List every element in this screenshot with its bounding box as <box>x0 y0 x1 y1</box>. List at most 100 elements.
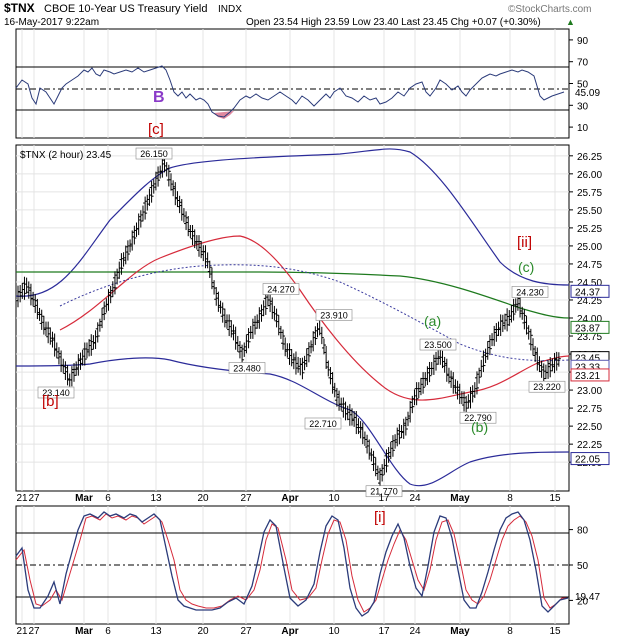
price-annotations: 26.150 24.270 23.910 23.480 23.140 22.710 21.7… <box>37 147 566 498</box>
stoch-axis-labels: 80 50 20 <box>569 526 589 607</box>
x-axis-label: 21 <box>16 626 28 637</box>
price-axis-label: 22.75 <box>577 404 602 415</box>
x-axis-label: 24 <box>409 626 421 637</box>
stoch-fast-line <box>15 511 569 617</box>
price-axis-label: 23.00 <box>577 386 602 397</box>
x-axis-label: May <box>450 626 470 637</box>
x-axis-label: Mar <box>75 626 93 637</box>
price-annotation-box <box>304 417 342 430</box>
chart-title: $TNX <box>4 1 35 15</box>
rsi-panel-frame <box>15 28 570 139</box>
stoch-axis-label: 50 <box>577 561 589 572</box>
chart-quote: Open 23.54 High 23.59 Low 23.40 Last 23.… <box>246 17 541 28</box>
price-right-label: 23.45 <box>575 354 600 365</box>
x-axis-label: 20 <box>197 626 209 637</box>
price-right-label: 24.37 <box>575 287 600 298</box>
x-axis-label: 13 <box>150 626 162 637</box>
x-axis-label: 21 <box>16 493 28 504</box>
bollinger-lower-band <box>15 357 570 487</box>
wave-label-c-major: [c] <box>148 121 164 138</box>
chart-datetime: 16-May-2017 9:22am <box>4 17 99 28</box>
price-annotation-label: 23.910 <box>320 310 348 320</box>
price-annotation-label: 23.220 <box>533 382 561 392</box>
bollinger-upper-band <box>15 148 570 297</box>
stoch-last-value: 19.47 <box>575 592 600 603</box>
stochastic-panel: 80 50 20 19.47 [i] <box>15 505 600 625</box>
price-panel: $TNX (2 hour) 23.45 26.150 24.270 23.910 23… <box>15 144 610 498</box>
price-annotation-box <box>135 147 173 160</box>
price-annotation-label: 22.710 <box>309 419 337 429</box>
price-annotation-box <box>459 411 497 424</box>
price-annotation-label: 22.790 <box>464 413 492 423</box>
wave-label-b-bracket: [b] <box>42 393 59 410</box>
price-axis-label: 25.75 <box>577 188 602 199</box>
rsi-panel: 90 70 50 30 10 45.09 B [c] <box>15 28 600 139</box>
price-axis-label: 26.00 <box>577 170 602 181</box>
rsi-line <box>15 65 565 118</box>
price-right-label-box <box>570 284 610 298</box>
x-axis-label: 15 <box>549 626 561 637</box>
price-axis-label: 26.25 <box>577 152 602 163</box>
price-annotation-label: 23.140 <box>42 388 70 398</box>
x-axis-label: 13 <box>150 493 162 504</box>
price-axis-labels: 26.25 26.00 25.75 25.50 25.25 25.00 24.75 24.50… <box>569 152 602 469</box>
price-axis-label: 24.75 <box>577 260 602 271</box>
x-axis-label: 15 <box>549 493 561 504</box>
x-axis-label: Mar <box>75 493 93 504</box>
price-axis-label: 24.00 <box>577 314 602 325</box>
x-axis-label: Apr <box>281 493 298 504</box>
wave-label-ii: [ii] <box>517 234 532 251</box>
price-right-label: 23.33 <box>575 362 600 373</box>
x-axis-label: 24 <box>409 493 421 504</box>
wave-label-b-major: B <box>153 89 165 106</box>
wave-label-a-minor: (a) <box>424 313 441 329</box>
x-axis-label: 6 <box>105 493 111 504</box>
price-right-label: 23.21 <box>575 371 600 382</box>
price-axis-label: 24.50 <box>577 278 602 289</box>
price-axis-label: 25.25 <box>577 224 602 235</box>
price-right-label-box <box>570 320 610 334</box>
stoch-axis-label: 20 <box>577 596 589 607</box>
price-annotation-box <box>37 386 75 399</box>
rsi-axis-label: 50 <box>577 80 589 91</box>
x-axis-label: 20 <box>197 493 209 504</box>
price-annotation-box <box>365 485 403 498</box>
price-right-label-box <box>570 368 610 382</box>
x-axis-label: May <box>450 493 470 504</box>
rsi-axis-label: 30 <box>577 101 589 112</box>
price-annotation-label: 21.770 <box>370 487 398 497</box>
price-axis-label: 22.25 <box>577 440 602 451</box>
wave-label-c-minor: (c) <box>518 259 534 275</box>
price-axis-label: 24.25 <box>577 296 602 307</box>
chart-name: CBOE 10-Year US Treasury Yield <box>44 3 207 15</box>
price-right-label-box <box>570 452 610 466</box>
price-annotation-box <box>228 362 266 374</box>
price-annotation-box <box>511 286 549 298</box>
rsi-axis-labels: 90 70 50 30 10 <box>569 36 589 134</box>
price-annotation-label: 24.270 <box>267 285 295 295</box>
price-axis-label: 25.50 <box>577 206 602 217</box>
price-annotation-box <box>528 380 566 393</box>
rsi-axis-label: 90 <box>577 36 589 47</box>
stoch-axis-label: 80 <box>577 526 589 537</box>
x-axis-label: 10 <box>328 626 340 637</box>
x-axis-label: 27 <box>240 626 252 637</box>
price-annotation-box <box>419 338 457 351</box>
price-axis-label: 23.75 <box>577 332 602 343</box>
ma-50-line <box>59 235 570 401</box>
price-annotation-box <box>262 283 300 295</box>
price-annotation-label: 24.230 <box>516 287 544 297</box>
x-axis-label: 10 <box>328 493 340 504</box>
price-annotation-label: 26.150 <box>140 149 168 159</box>
price-right-label: 23.87 <box>575 323 600 334</box>
price-annotation-label: 23.500 <box>424 340 452 350</box>
x-axis-label: 8 <box>507 493 513 504</box>
rsi-axis-label: 10 <box>577 123 589 134</box>
x-axis-label: 8 <box>507 626 513 637</box>
up-arrow-icon: ▲ <box>566 17 575 27</box>
x-axis-label: 27 <box>28 493 40 504</box>
rsi-last-value: 45.09 <box>575 88 600 99</box>
price-axis-label: 22.50 <box>577 422 602 433</box>
